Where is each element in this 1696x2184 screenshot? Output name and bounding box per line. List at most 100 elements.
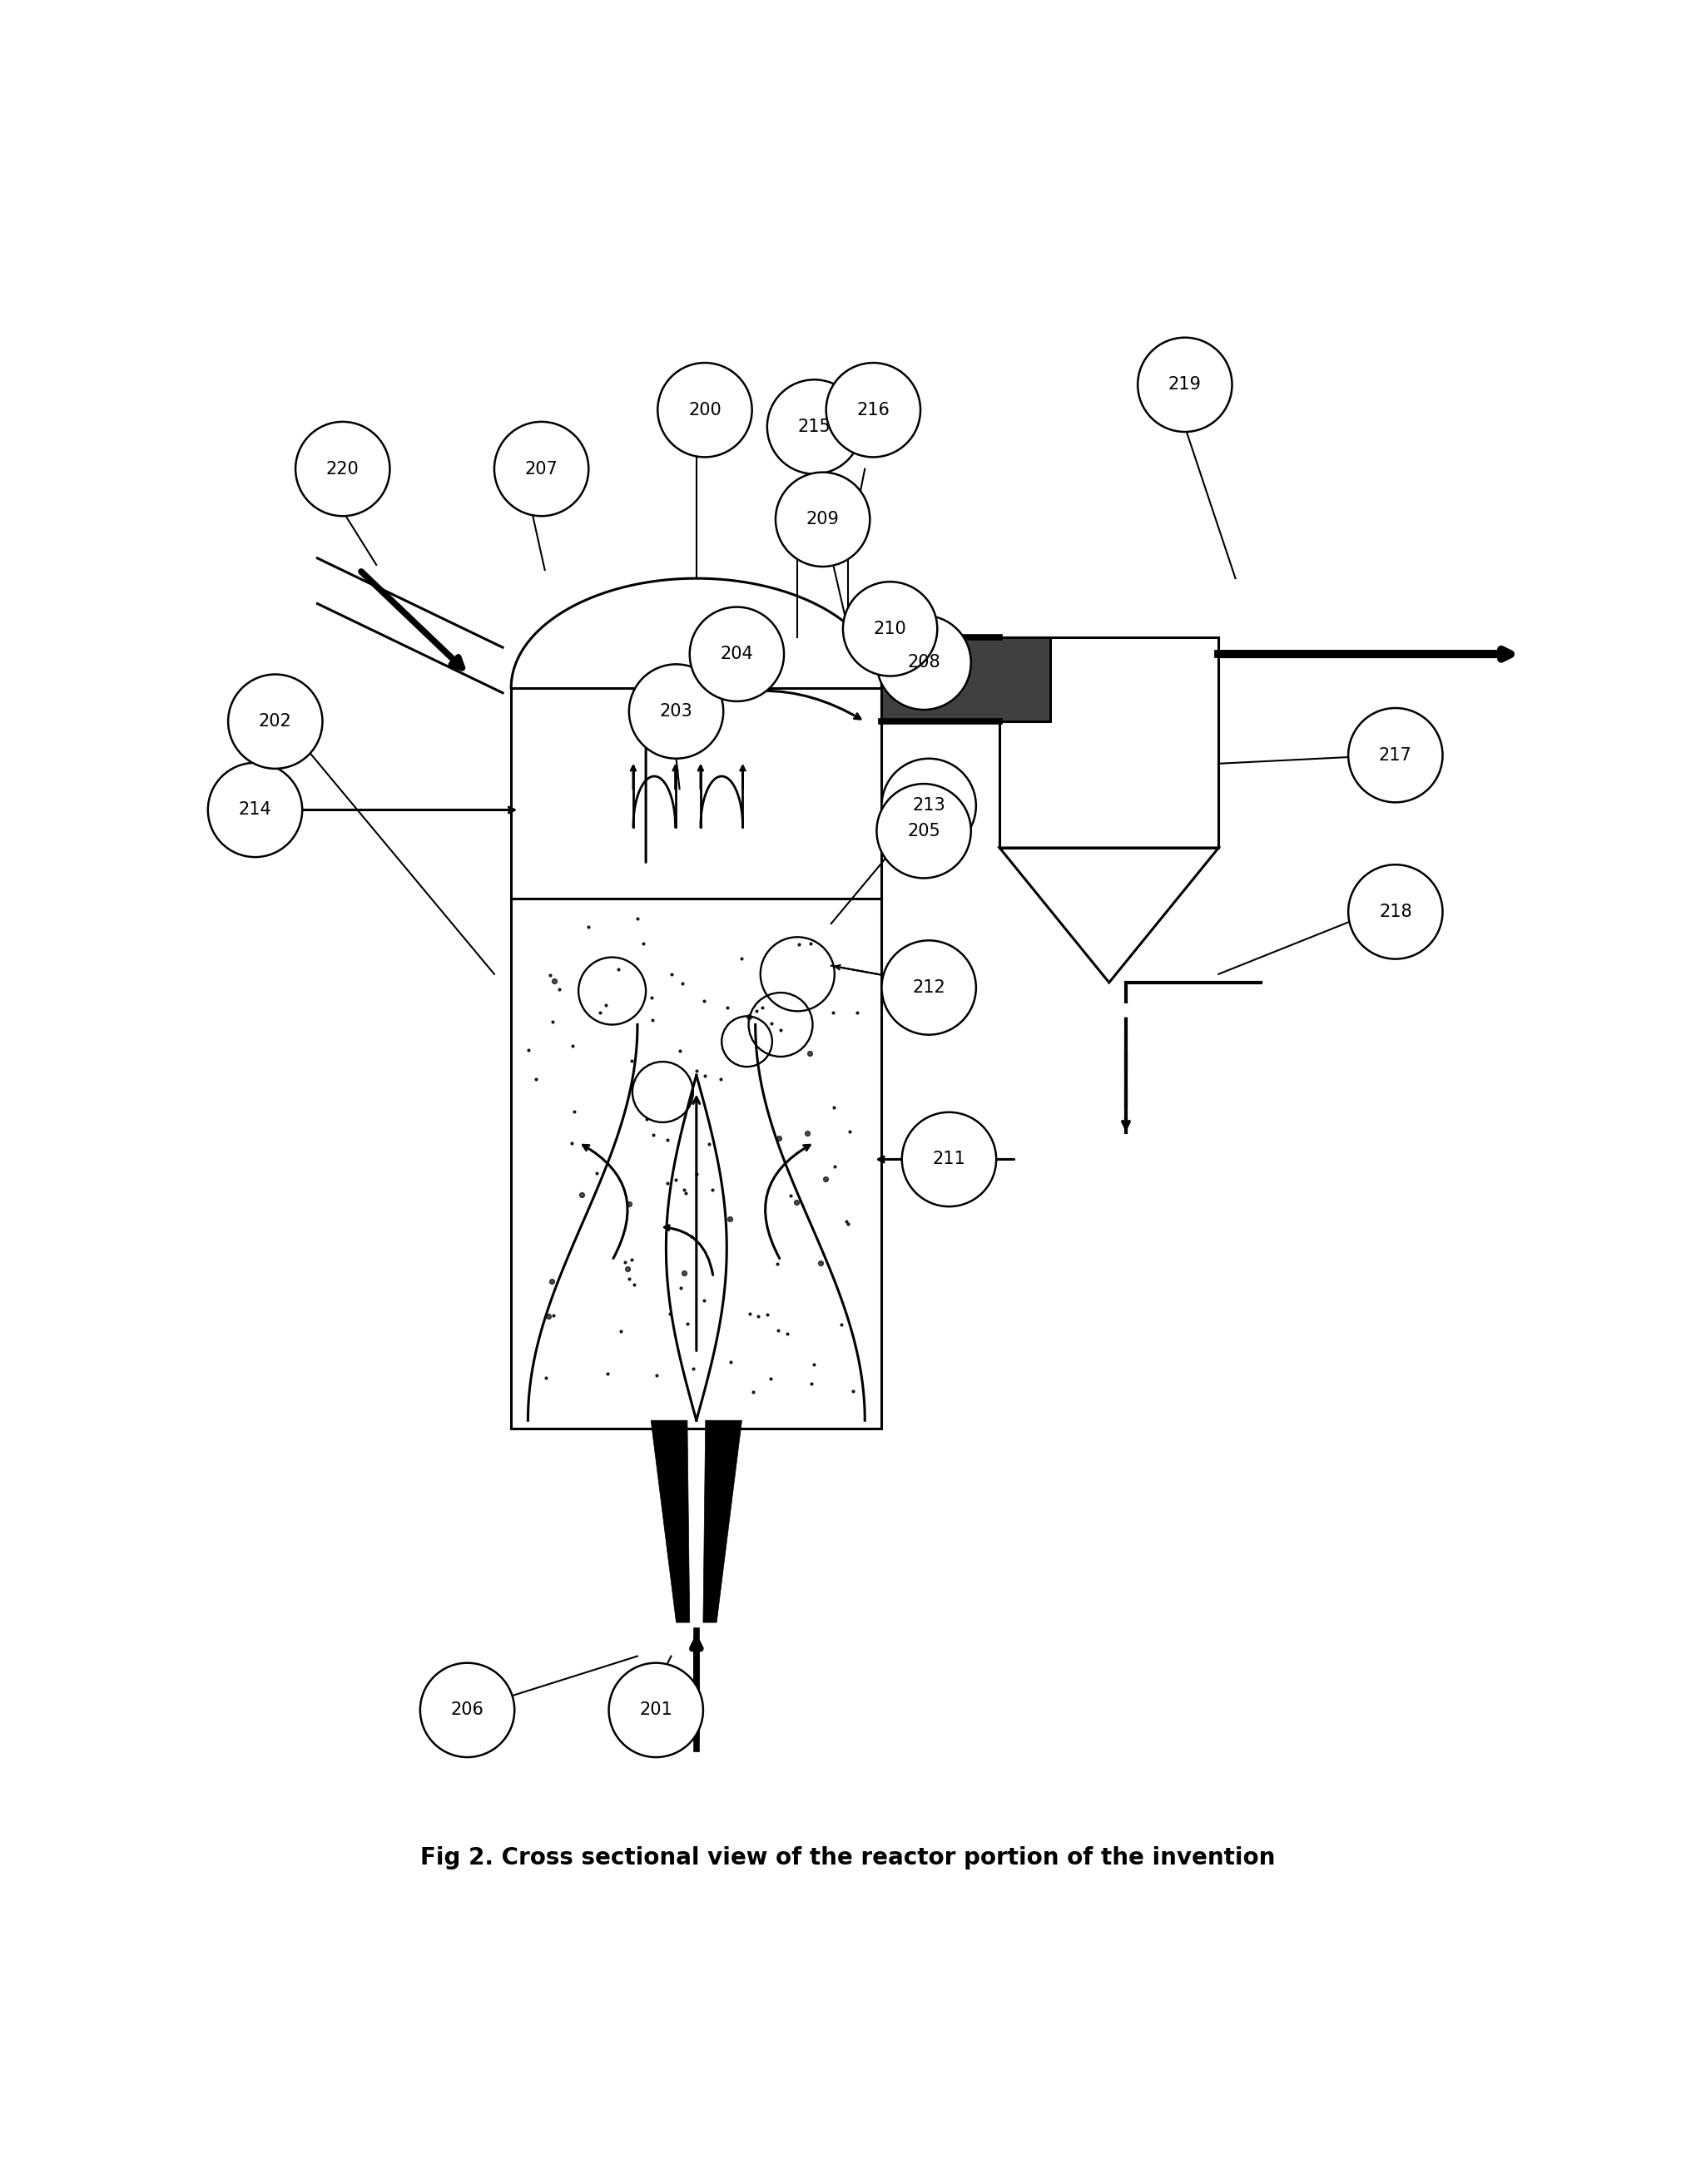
Point: [739, 1374, 767, 1409]
Text: 211: 211: [933, 1151, 965, 1168]
Text: 216: 216: [856, 402, 890, 419]
Point: [539, 1297, 566, 1332]
Text: 220: 220: [326, 461, 360, 478]
Circle shape: [902, 1112, 996, 1206]
Circle shape: [767, 380, 862, 474]
Text: 201: 201: [639, 1701, 673, 1719]
Point: [516, 1033, 543, 1068]
Point: [678, 1219, 706, 1254]
Point: [794, 1116, 821, 1151]
Point: [631, 926, 658, 961]
Circle shape: [826, 363, 921, 456]
Point: [575, 909, 602, 943]
Point: [619, 1044, 646, 1079]
Point: [714, 989, 741, 1024]
Point: [661, 1162, 689, 1197]
Point: [675, 1085, 702, 1120]
Point: [707, 1061, 734, 1096]
Circle shape: [882, 758, 975, 854]
Point: [784, 1184, 811, 1219]
Text: 207: 207: [524, 461, 558, 478]
Point: [658, 957, 685, 992]
Point: [836, 1114, 863, 1149]
Point: [750, 989, 777, 1024]
Circle shape: [843, 581, 938, 677]
Point: [819, 996, 846, 1031]
Text: 204: 204: [721, 646, 753, 662]
Point: [745, 1299, 772, 1334]
Point: [795, 1035, 823, 1070]
Text: 219: 219: [1169, 376, 1201, 393]
Point: [670, 1256, 697, 1291]
Point: [639, 1118, 667, 1153]
Point: [834, 1206, 862, 1241]
Point: [534, 1299, 561, 1334]
Text: 209: 209: [806, 511, 840, 529]
Point: [656, 1297, 683, 1332]
Point: [773, 1317, 801, 1352]
Circle shape: [877, 616, 972, 710]
Text: 202: 202: [259, 714, 292, 729]
Circle shape: [1348, 865, 1443, 959]
Point: [734, 1000, 762, 1035]
Text: 212: 212: [912, 978, 945, 996]
Point: [743, 994, 770, 1029]
Point: [539, 1005, 566, 1040]
Text: 213: 213: [912, 797, 945, 815]
Point: [643, 1358, 670, 1393]
Text: 200: 200: [689, 402, 721, 419]
Point: [538, 1265, 565, 1299]
Circle shape: [295, 422, 390, 515]
Text: 210: 210: [873, 620, 907, 638]
Point: [833, 1203, 860, 1238]
Point: [639, 1002, 667, 1037]
Circle shape: [658, 363, 751, 456]
Point: [690, 1282, 717, 1317]
Point: [821, 1149, 848, 1184]
Point: [533, 1361, 560, 1396]
Point: [728, 941, 755, 976]
Point: [638, 981, 665, 1016]
Point: [716, 1201, 743, 1236]
Text: 217: 217: [1379, 747, 1413, 764]
Point: [607, 1315, 634, 1350]
Point: [785, 926, 812, 961]
Point: [765, 1313, 792, 1348]
Point: [683, 1053, 711, 1088]
Point: [558, 1125, 585, 1160]
Circle shape: [877, 784, 972, 878]
Circle shape: [609, 1662, 704, 1758]
Point: [736, 1297, 763, 1332]
Point: [812, 1162, 840, 1197]
Point: [717, 1345, 745, 1380]
Polygon shape: [651, 1420, 690, 1623]
Point: [546, 972, 573, 1007]
Point: [699, 1173, 726, 1208]
Text: 203: 203: [660, 703, 692, 721]
Point: [797, 1367, 824, 1402]
Circle shape: [1348, 708, 1443, 802]
Point: [619, 1243, 646, 1278]
Point: [828, 1306, 855, 1341]
Polygon shape: [704, 1420, 741, 1623]
Point: [765, 1247, 792, 1282]
Point: [690, 983, 717, 1018]
Point: [807, 1245, 834, 1280]
Point: [680, 1352, 707, 1387]
Text: 208: 208: [907, 655, 940, 670]
Circle shape: [421, 1662, 514, 1758]
Point: [667, 1271, 694, 1306]
Circle shape: [629, 664, 724, 758]
Point: [616, 1262, 643, 1297]
Point: [536, 957, 563, 992]
Text: 206: 206: [451, 1701, 483, 1719]
Point: [821, 1090, 848, 1125]
Point: [695, 1127, 722, 1162]
Point: [670, 1173, 697, 1208]
Point: [845, 996, 872, 1031]
Circle shape: [229, 675, 322, 769]
Point: [758, 1007, 785, 1042]
Point: [667, 1033, 694, 1068]
Point: [690, 1059, 717, 1094]
Point: [672, 1175, 699, 1210]
